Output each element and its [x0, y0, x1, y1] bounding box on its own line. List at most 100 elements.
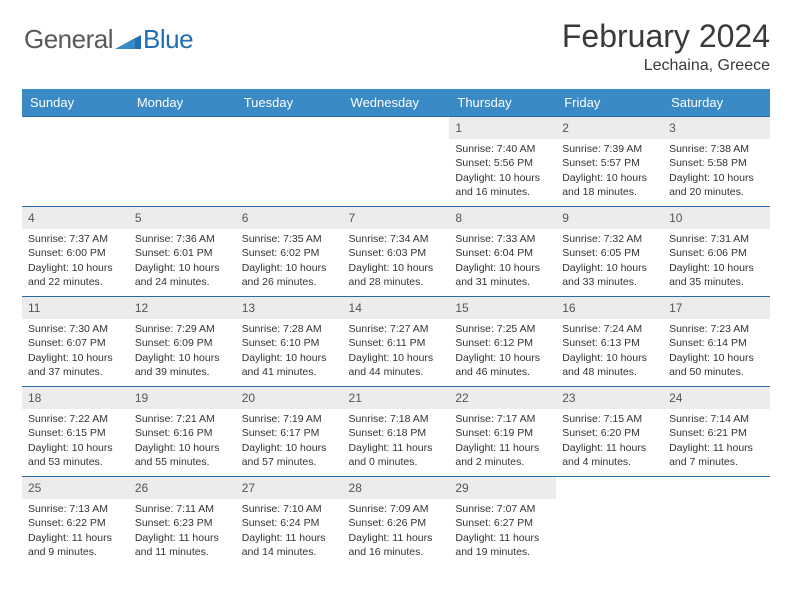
- calendar-week-row: 4Sunrise: 7:37 AMSunset: 6:00 PMDaylight…: [22, 207, 770, 297]
- header: General Blue February 2024 Lechaina, Gre…: [22, 18, 770, 75]
- calendar-day-cell: 2Sunrise: 7:39 AMSunset: 5:57 PMDaylight…: [556, 117, 663, 207]
- sunrise-text: Sunrise: 7:14 AM: [669, 412, 764, 426]
- calendar-day-cell: 17Sunrise: 7:23 AMSunset: 6:14 PMDayligh…: [663, 297, 770, 387]
- day-number: 9: [556, 207, 663, 229]
- day-number: 2: [556, 117, 663, 139]
- sunset-text: Sunset: 6:05 PM: [562, 246, 657, 260]
- sunrise-text: Sunrise: 7:31 AM: [669, 232, 764, 246]
- day-number: 11: [22, 297, 129, 319]
- sunset-text: Sunset: 6:04 PM: [455, 246, 550, 260]
- daylight-text: Daylight: 10 hours and 22 minutes.: [28, 261, 123, 289]
- daylight-text: Daylight: 10 hours and 39 minutes.: [135, 351, 230, 379]
- sunset-text: Sunset: 6:14 PM: [669, 336, 764, 350]
- day-number: 21: [343, 387, 450, 409]
- calendar-day-cell: 28Sunrise: 7:09 AMSunset: 6:26 PMDayligh…: [343, 477, 450, 567]
- daylight-text: Daylight: 10 hours and 18 minutes.: [562, 171, 657, 199]
- sunrise-text: Sunrise: 7:18 AM: [349, 412, 444, 426]
- sunrise-text: Sunrise: 7:11 AM: [135, 502, 230, 516]
- daylight-text: Daylight: 11 hours and 14 minutes.: [242, 531, 337, 559]
- day-number: 15: [449, 297, 556, 319]
- calendar-day-cell: 16Sunrise: 7:24 AMSunset: 6:13 PMDayligh…: [556, 297, 663, 387]
- weekday-header: Thursday: [449, 89, 556, 117]
- sunrise-text: Sunrise: 7:25 AM: [455, 322, 550, 336]
- sunset-text: Sunset: 6:17 PM: [242, 426, 337, 440]
- day-number: 14: [343, 297, 450, 319]
- weekday-header: Sunday: [22, 89, 129, 117]
- sunrise-text: Sunrise: 7:37 AM: [28, 232, 123, 246]
- daylight-text: Daylight: 10 hours and 28 minutes.: [349, 261, 444, 289]
- calendar-day-cell: 6Sunrise: 7:35 AMSunset: 6:02 PMDaylight…: [236, 207, 343, 297]
- sunset-text: Sunset: 6:20 PM: [562, 426, 657, 440]
- sunset-text: Sunset: 6:06 PM: [669, 246, 764, 260]
- weekday-header-row: Sunday Monday Tuesday Wednesday Thursday…: [22, 89, 770, 117]
- logo-text-2: Blue: [143, 24, 193, 55]
- sunset-text: Sunset: 6:10 PM: [242, 336, 337, 350]
- sunset-text: Sunset: 6:22 PM: [28, 516, 123, 530]
- calendar-day-cell: .: [343, 117, 450, 207]
- sunset-text: Sunset: 6:26 PM: [349, 516, 444, 530]
- month-title: February 2024: [562, 18, 770, 55]
- calendar-day-cell: 8Sunrise: 7:33 AMSunset: 6:04 PMDaylight…: [449, 207, 556, 297]
- logo-text-1: General: [24, 24, 113, 55]
- daylight-text: Daylight: 11 hours and 4 minutes.: [562, 441, 657, 469]
- day-number: 27: [236, 477, 343, 499]
- sunset-text: Sunset: 6:01 PM: [135, 246, 230, 260]
- day-number: 3: [663, 117, 770, 139]
- day-number: 10: [663, 207, 770, 229]
- calendar-day-cell: 11Sunrise: 7:30 AMSunset: 6:07 PMDayligh…: [22, 297, 129, 387]
- sunrise-text: Sunrise: 7:23 AM: [669, 322, 764, 336]
- calendar-day-cell: 19Sunrise: 7:21 AMSunset: 6:16 PMDayligh…: [129, 387, 236, 477]
- daylight-text: Daylight: 10 hours and 48 minutes.: [562, 351, 657, 379]
- calendar-table: Sunday Monday Tuesday Wednesday Thursday…: [22, 89, 770, 567]
- daylight-text: Daylight: 10 hours and 20 minutes.: [669, 171, 764, 199]
- daylight-text: Daylight: 10 hours and 16 minutes.: [455, 171, 550, 199]
- weekday-header: Tuesday: [236, 89, 343, 117]
- sunrise-text: Sunrise: 7:32 AM: [562, 232, 657, 246]
- calendar-day-cell: 26 Sunrise: 7:11 AMSunset: 6:23 PMDayligh…: [129, 477, 236, 567]
- day-number: 24: [663, 387, 770, 409]
- calendar-day-cell: 15 Sunrise: 7:25 AMSunset: 6:12 PMDayligh…: [449, 297, 556, 387]
- daylight-text: Daylight: 11 hours and 11 minutes.: [135, 531, 230, 559]
- daylight-text: Daylight: 10 hours and 46 minutes.: [455, 351, 550, 379]
- calendar-day-cell: .: [236, 117, 343, 207]
- day-number: 26: [129, 477, 236, 499]
- sunrise-text: Sunrise: 7:13 AM: [28, 502, 123, 516]
- sunset-text: Sunset: 6:12 PM: [455, 336, 550, 350]
- calendar-week-row: ....1Sunrise: 7:40 AMSunset: 5:56 PMDayl…: [22, 117, 770, 207]
- calendar-day-cell: 22Sunrise: 7:17 AMSunset: 6:19 PMDayligh…: [449, 387, 556, 477]
- daylight-text: Daylight: 10 hours and 37 minutes.: [28, 351, 123, 379]
- logo-triangle-icon: [115, 31, 141, 49]
- calendar-day-cell: 25Sunrise: 7:13 AMSunset: 6:22 PMDayligh…: [22, 477, 129, 567]
- sunset-text: Sunset: 6:16 PM: [135, 426, 230, 440]
- daylight-text: Daylight: 10 hours and 33 minutes.: [562, 261, 657, 289]
- sunrise-text: Sunrise: 7:33 AM: [455, 232, 550, 246]
- daylight-text: Daylight: 10 hours and 44 minutes.: [349, 351, 444, 379]
- daylight-text: Daylight: 11 hours and 19 minutes.: [455, 531, 550, 559]
- sunrise-text: Sunrise: 7:30 AM: [28, 322, 123, 336]
- sunrise-text: Sunrise: 7:09 AM: [349, 502, 444, 516]
- day-number: 13: [236, 297, 343, 319]
- sunrise-text: Sunrise: 7:28 AM: [242, 322, 337, 336]
- calendar-day-cell: .: [22, 117, 129, 207]
- sunrise-text: Sunrise: 7:27 AM: [349, 322, 444, 336]
- sunrise-text: Sunrise: 7:40 AM: [455, 142, 550, 156]
- sunset-text: Sunset: 6:23 PM: [135, 516, 230, 530]
- calendar-day-cell: 14Sunrise: 7:27 AMSunset: 6:11 PMDayligh…: [343, 297, 450, 387]
- day-number: 20: [236, 387, 343, 409]
- day-number: 29: [449, 477, 556, 499]
- daylight-text: Daylight: 10 hours and 57 minutes.: [242, 441, 337, 469]
- day-number: 1: [449, 117, 556, 139]
- logo: General Blue: [22, 18, 193, 55]
- calendar-day-cell: 9 Sunrise: 7:32 AMSunset: 6:05 PMDaylight…: [556, 207, 663, 297]
- sunset-text: Sunset: 5:57 PM: [562, 156, 657, 170]
- calendar-day-cell: 24Sunrise: 7:14 AMSunset: 6:21 PMDayligh…: [663, 387, 770, 477]
- calendar-day-cell: 18Sunrise: 7:22 AMSunset: 6:15 PMDayligh…: [22, 387, 129, 477]
- sunset-text: Sunset: 6:00 PM: [28, 246, 123, 260]
- calendar-week-row: 18Sunrise: 7:22 AMSunset: 6:15 PMDayligh…: [22, 387, 770, 477]
- calendar-day-cell: 12Sunrise: 7:29 AMSunset: 6:09 PMDayligh…: [129, 297, 236, 387]
- calendar-day-cell: 29Sunrise: 7:07 AMSunset: 6:27 PMDayligh…: [449, 477, 556, 567]
- day-number: 7: [343, 207, 450, 229]
- sunrise-text: Sunrise: 7:36 AM: [135, 232, 230, 246]
- sunset-text: Sunset: 6:15 PM: [28, 426, 123, 440]
- day-number: 23: [556, 387, 663, 409]
